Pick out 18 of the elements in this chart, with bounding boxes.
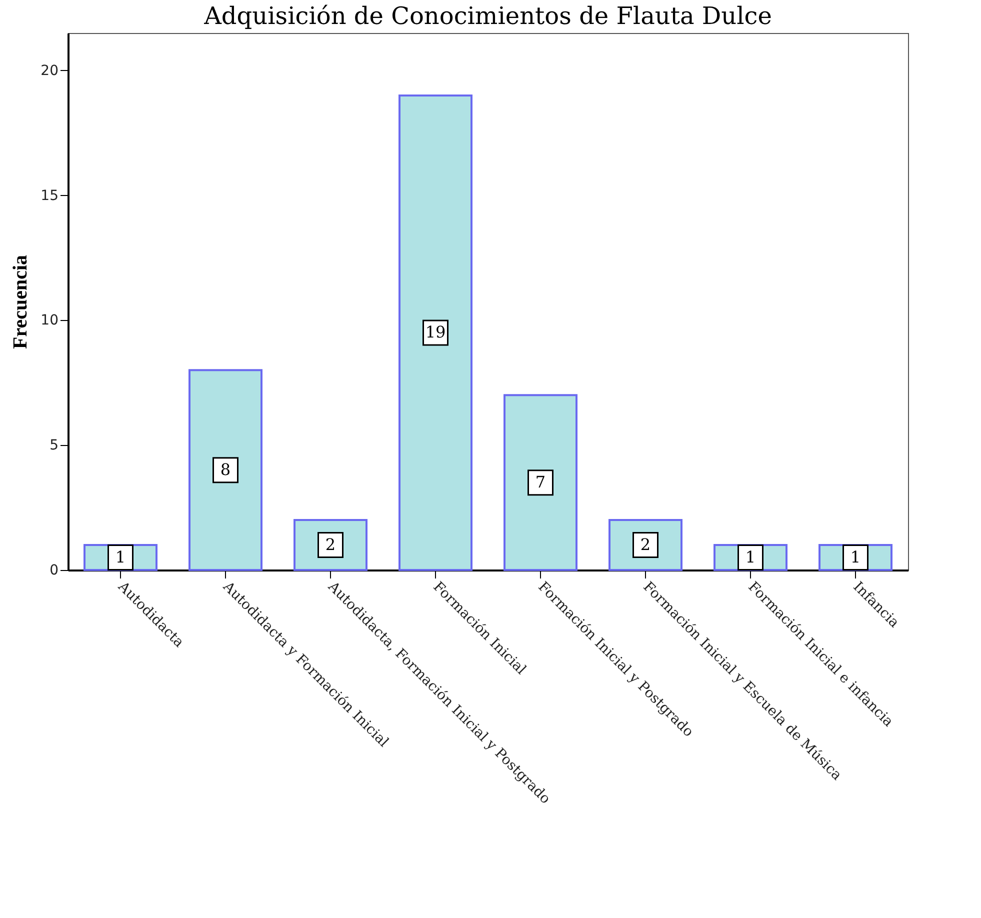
data-label: 19	[425, 322, 446, 342]
bar	[398, 94, 472, 571]
bar	[504, 394, 578, 571]
y-tick-label: 15	[40, 188, 58, 204]
bar	[188, 369, 262, 571]
data-label: 1	[850, 548, 861, 567]
data-label: 7	[535, 472, 546, 492]
chart-title: Adquisición de Conocimientos de Flauta Dulce	[203, 2, 772, 30]
data-label: 2	[640, 535, 651, 554]
y-axis-title: Frecuencia	[10, 254, 32, 350]
data-label: 2	[325, 535, 336, 554]
y-tick-label: 5	[50, 438, 58, 454]
y-tick-label: 20	[40, 62, 58, 79]
data-label: 1	[745, 548, 756, 567]
data-label: 8	[220, 460, 231, 480]
y-tick-label: 10	[40, 312, 58, 329]
data-label: 1	[115, 548, 126, 567]
y-tick-label: 0	[50, 562, 58, 578]
